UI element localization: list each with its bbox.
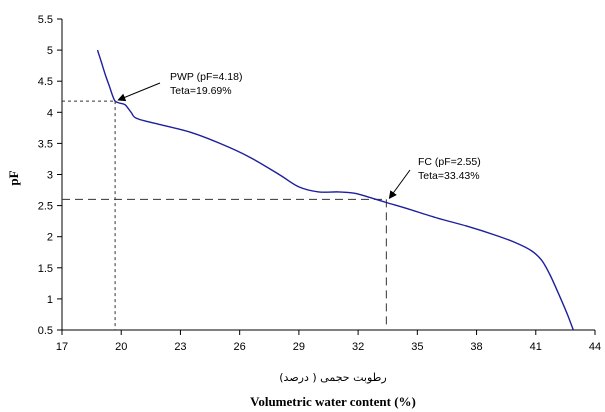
- x-axis-label-persian: رطوبت حجمی ( درصد): [279, 371, 386, 384]
- axes: [61, 19, 595, 331]
- annotations: PWP (pF=4.18) Teta=19.69% FC (pF=2.55) Teta…: [117, 71, 481, 200]
- y-tick-label: 3: [47, 170, 53, 182]
- fc-annotation-line1: FC (pF=2.55): [418, 156, 481, 168]
- x-tick-label: 20: [115, 341, 127, 353]
- y-tick-label: 2: [47, 232, 53, 244]
- x-tick-label: 17: [56, 341, 68, 353]
- reference-lines: [62, 100, 387, 330]
- x-tick-label: 29: [293, 341, 305, 353]
- y-tick-label: 2.5: [38, 201, 53, 213]
- x-tick-label: 44: [589, 341, 601, 353]
- x-tick-label: 38: [470, 341, 482, 353]
- y-tick-label: 5.5: [38, 14, 53, 26]
- x-axis-label: Volumetric water content (%): [250, 394, 416, 409]
- series: [96, 49, 574, 331]
- fc-arrow: [388, 169, 411, 200]
- pwp-annotation-line1: PWP (pF=4.18): [170, 71, 242, 83]
- pwp-arrow: [117, 82, 161, 102]
- x-tick-label: 32: [352, 341, 364, 353]
- retention-curve: [96, 49, 574, 331]
- x-tick-label: 41: [530, 341, 542, 353]
- y-tick-label: 3.5: [38, 138, 53, 150]
- fc-annotation-line2: Teta=33.43%: [418, 170, 480, 182]
- x-tick-label: 26: [234, 341, 246, 353]
- y-tick-label: 4.5: [38, 76, 53, 88]
- pwp-annotation-line2: Teta=19.69%: [170, 85, 232, 97]
- y-tick-label: 1: [47, 294, 53, 306]
- y-tick-label: 0.5: [38, 325, 53, 337]
- y-tick-label: 4: [47, 107, 53, 119]
- x-tick-label: 35: [411, 341, 423, 353]
- y-tick-label: 5: [47, 45, 53, 57]
- ticks: 17 20 23 26 29 32 35 38 41 44 0.5 1 1.5 2 2.5 3 3.5 4 4.5 5…: [38, 14, 601, 353]
- y-tick-label: 1.5: [38, 263, 53, 275]
- x-tick-label: 23: [174, 341, 186, 353]
- y-axis-label: pF: [6, 170, 21, 185]
